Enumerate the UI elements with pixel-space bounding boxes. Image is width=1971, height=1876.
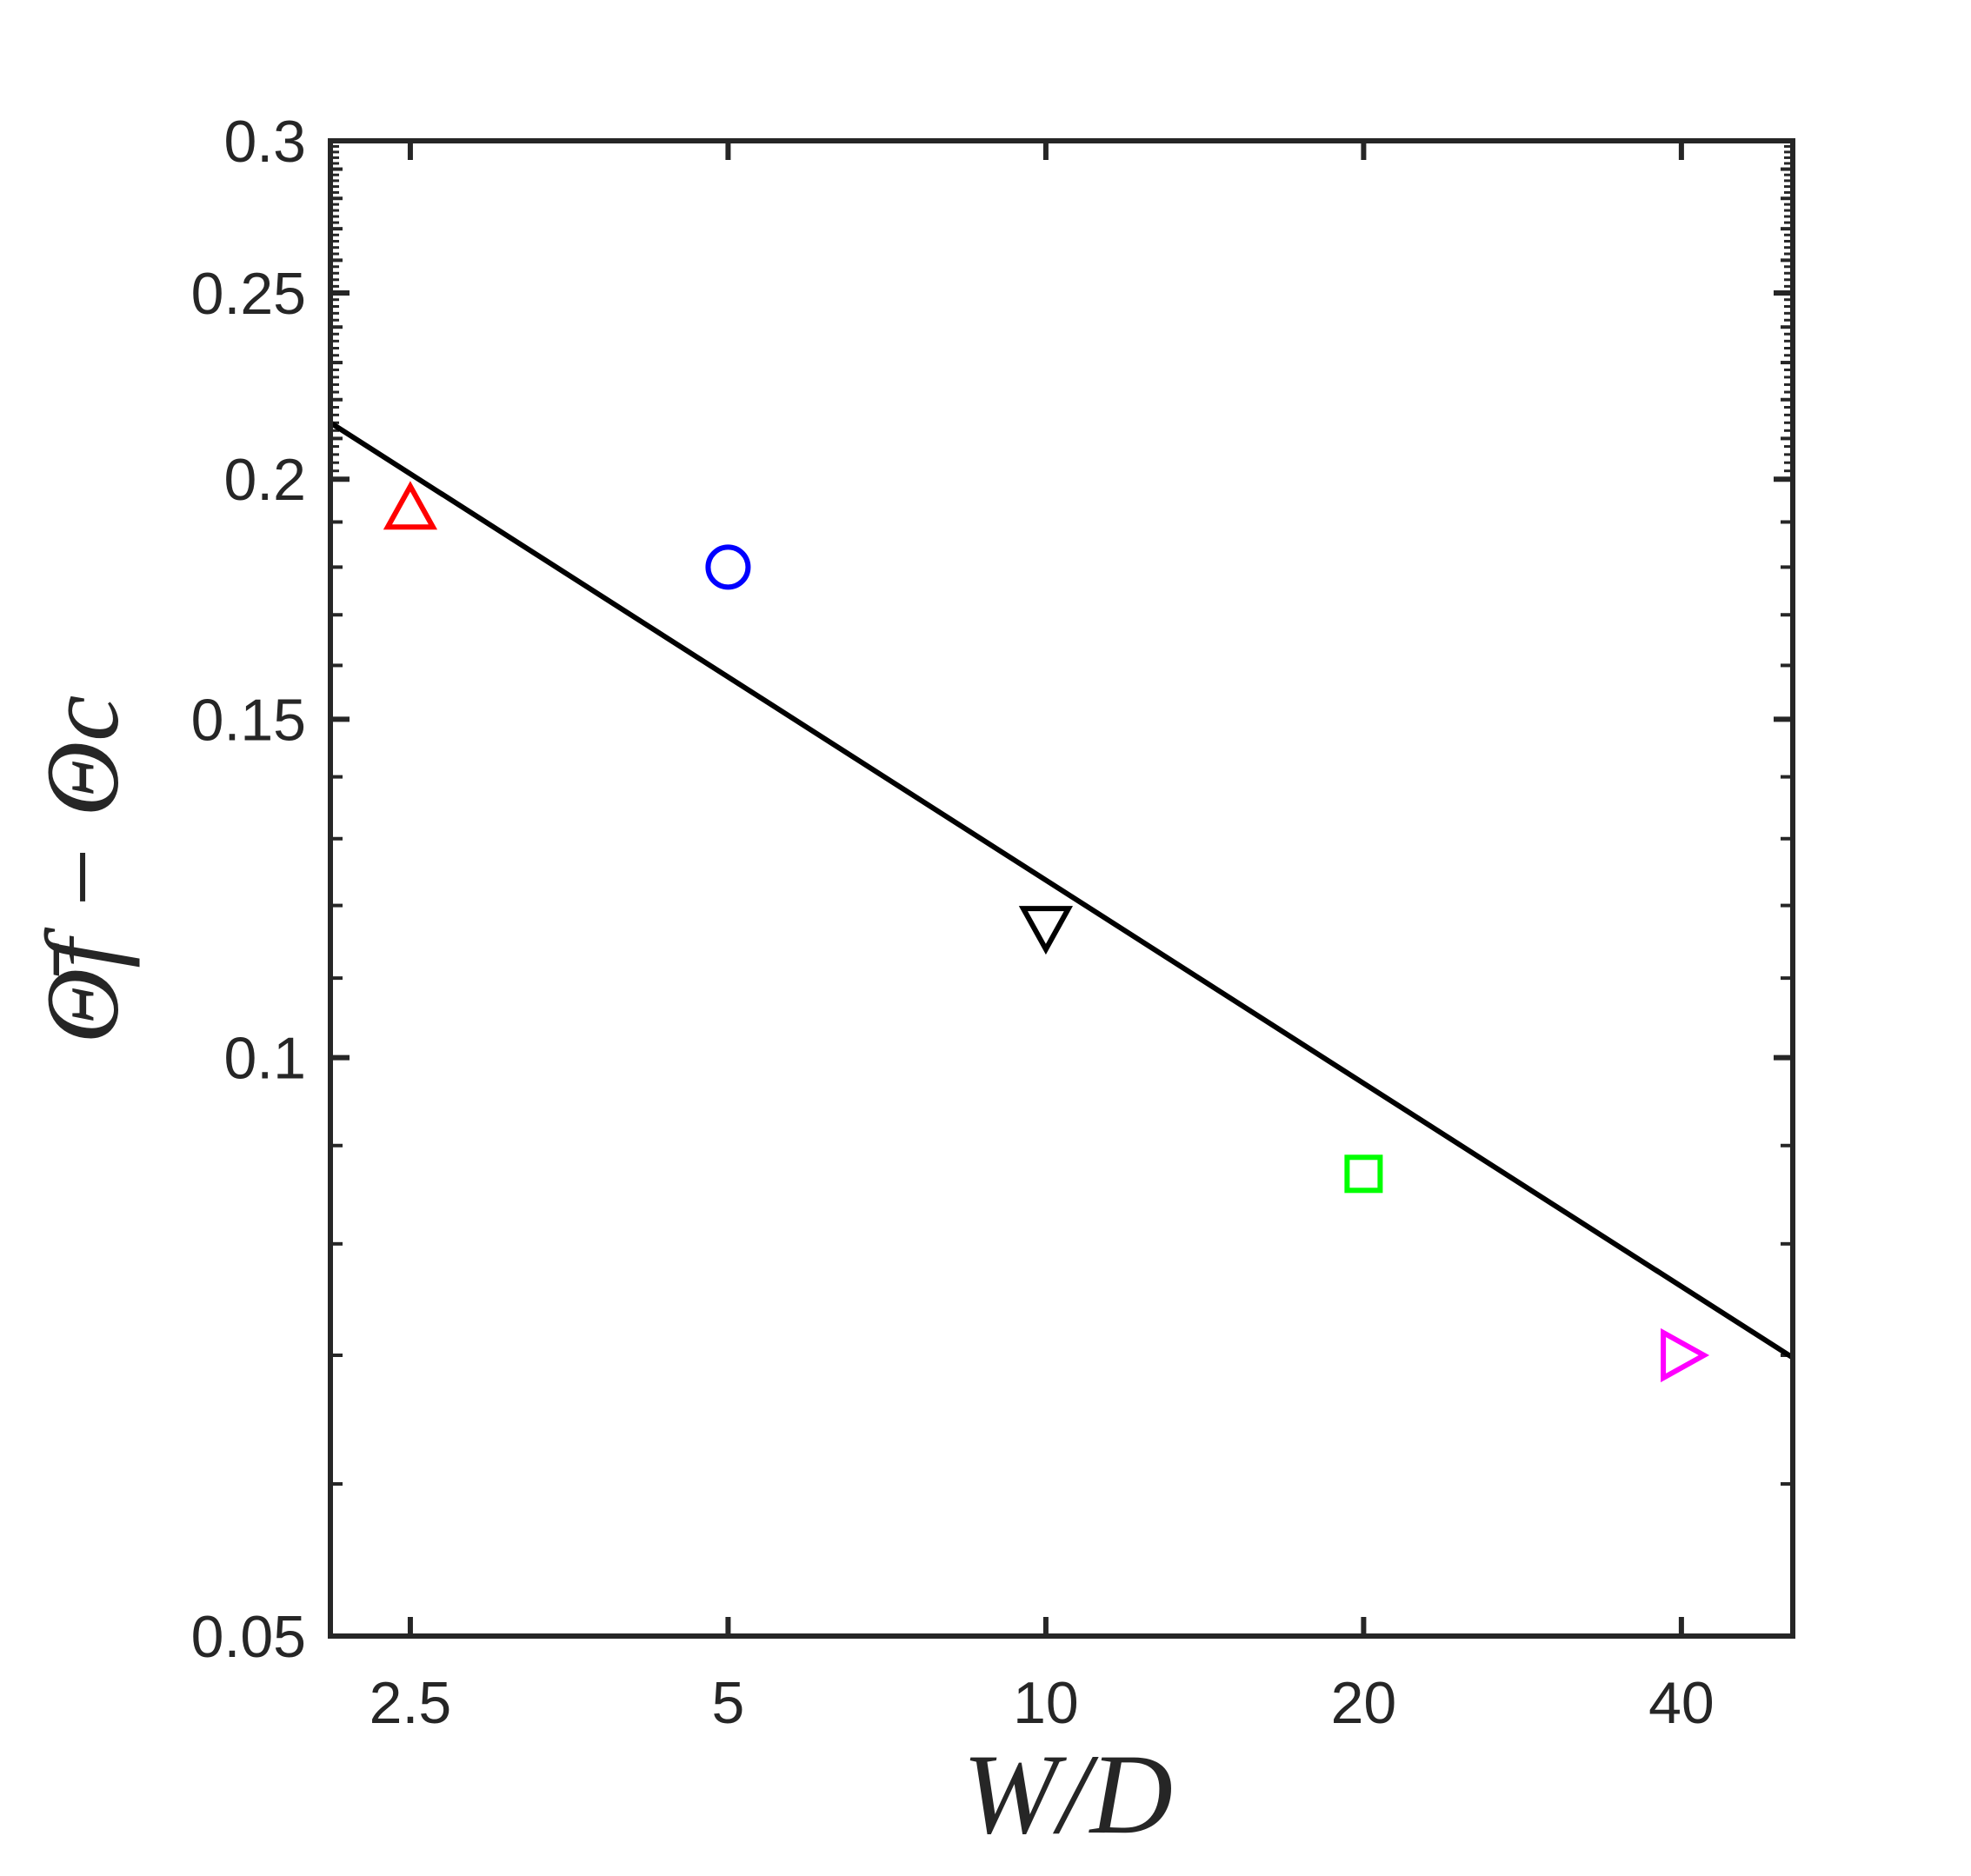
y-tick-label: 0.15 <box>191 687 306 753</box>
y-tick-label: 0.1 <box>223 1026 306 1092</box>
fit-line-layer <box>329 420 1795 1360</box>
minor-ticks <box>330 144 1793 1486</box>
x-tick-label: 20 <box>1331 1670 1397 1736</box>
data-point-triangle-down <box>1018 906 1074 955</box>
y-tick-label: 0.05 <box>191 1604 306 1670</box>
data-point-triangle-right <box>1661 1327 1710 1383</box>
x-tick-label: 10 <box>1013 1670 1079 1736</box>
y-axis-label: Θ̄f − Θc <box>24 695 140 1044</box>
y-tick-labels: 0.05 0.1 0.15 0.2 0.25 0.3 <box>191 109 306 1670</box>
y-tick-label: 0.2 <box>223 447 306 513</box>
x-tick-label: 40 <box>1648 1670 1715 1736</box>
x-axis-label: W/D <box>962 1730 1173 1858</box>
y-tick-label: 0.25 <box>191 261 306 327</box>
fit-line <box>329 420 1795 1360</box>
data-markers <box>383 481 1710 1383</box>
x-tick-label: 2.5 <box>370 1670 452 1736</box>
x-tick-labels: 2.5 5 10 20 40 <box>370 1670 1715 1736</box>
x-tick-label: 5 <box>712 1670 745 1736</box>
data-point-square <box>1344 1154 1383 1194</box>
data-point-triangle-up <box>383 481 438 530</box>
data-point-circle <box>705 544 751 590</box>
plot-frame <box>328 138 1795 1639</box>
y-tick-label: 0.3 <box>223 109 306 175</box>
